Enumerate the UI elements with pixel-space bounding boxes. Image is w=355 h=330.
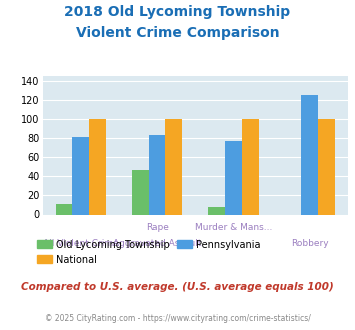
Text: All Violent Crime: All Violent Crime xyxy=(43,239,119,248)
Bar xyxy=(72,137,89,214)
Bar xyxy=(318,119,335,214)
Bar xyxy=(132,170,149,214)
Text: Violent Crime Comparison: Violent Crime Comparison xyxy=(76,26,279,40)
Bar xyxy=(208,207,225,214)
Bar xyxy=(56,204,72,214)
Text: Rape: Rape xyxy=(146,223,169,232)
Bar xyxy=(301,95,318,214)
Text: 2018 Old Lycoming Township: 2018 Old Lycoming Township xyxy=(65,5,290,19)
Text: Robbery: Robbery xyxy=(291,239,328,248)
Text: Murder & Mans...: Murder & Mans... xyxy=(195,223,272,232)
Bar xyxy=(165,119,182,214)
Bar xyxy=(89,119,106,214)
Legend: Old Lycoming Township, National, Pennsylvania: Old Lycoming Township, National, Pennsyl… xyxy=(33,236,264,269)
Text: Aggravated Assault: Aggravated Assault xyxy=(113,239,201,248)
Bar xyxy=(149,135,165,214)
Bar xyxy=(242,119,258,214)
Text: © 2025 CityRating.com - https://www.cityrating.com/crime-statistics/: © 2025 CityRating.com - https://www.city… xyxy=(45,314,310,323)
Text: Compared to U.S. average. (U.S. average equals 100): Compared to U.S. average. (U.S. average … xyxy=(21,282,334,292)
Bar xyxy=(225,141,242,214)
